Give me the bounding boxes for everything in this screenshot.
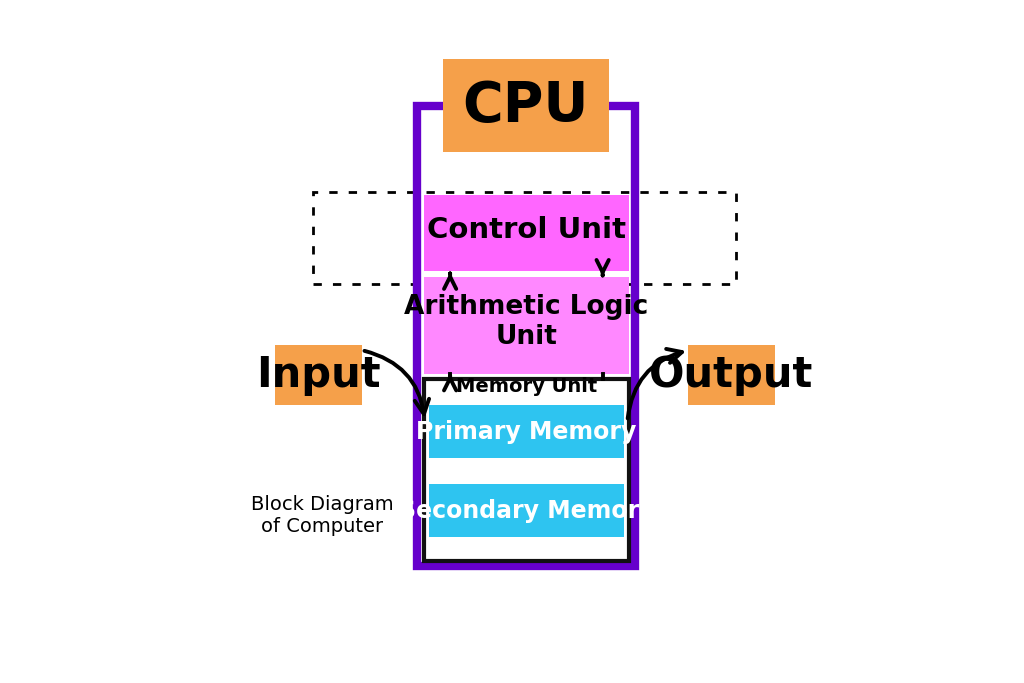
Text: Arithmetic Logic
Unit: Arithmetic Logic Unit (404, 294, 648, 350)
Bar (313, 193, 736, 284)
Text: Control Unit: Control Unit (427, 217, 626, 245)
Bar (429, 406, 624, 458)
Text: Block Diagram
of Computer: Block Diagram of Computer (251, 495, 393, 536)
Text: Input: Input (256, 354, 381, 396)
Text: CPU: CPU (463, 79, 589, 133)
Text: Memory Unit: Memory Unit (456, 378, 597, 397)
Bar (424, 277, 629, 374)
Text: Primary Memory: Primary Memory (416, 419, 637, 444)
Text: Secondary Memory: Secondary Memory (398, 499, 654, 522)
Bar (688, 345, 774, 406)
Bar (424, 195, 629, 271)
Bar (275, 345, 361, 406)
Bar (429, 484, 624, 537)
Bar (417, 106, 635, 566)
Bar (424, 379, 629, 561)
Text: Output: Output (649, 354, 814, 396)
